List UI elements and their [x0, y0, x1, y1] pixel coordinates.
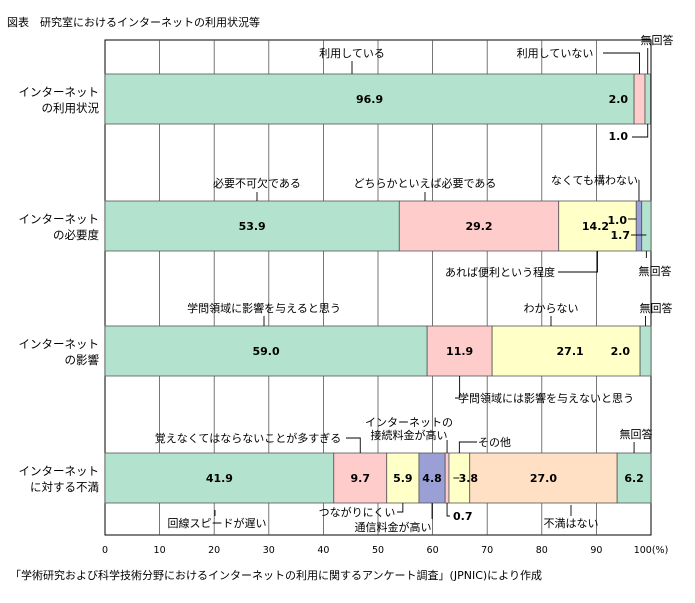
category-label: 利用している: [319, 47, 385, 60]
bar-segment: [104, 200, 400, 252]
figure-title: 図表 研究室におけるインターネットの利用状況等: [7, 15, 260, 29]
value-label: 5.9: [393, 472, 413, 485]
x-tick-label: 100(%): [634, 545, 669, 556]
category-label: 無回答: [640, 301, 673, 315]
leader-line: [458, 441, 477, 453]
value-label: 41.9: [206, 472, 233, 485]
category-label: 学問領域に影響を与えると思う: [187, 301, 341, 315]
bar-segment: [398, 200, 560, 252]
leader-line: [446, 503, 450, 517]
category-label: 無回答: [620, 427, 653, 441]
value-label: 2.0: [611, 345, 631, 358]
category-label: 無回答: [641, 33, 674, 47]
row-label: に対する不満: [30, 480, 99, 494]
leader-line: [397, 503, 404, 513]
bar-segment: [641, 200, 652, 252]
category-label: 接続料金が高い: [371, 428, 448, 442]
category-label: その他: [478, 436, 511, 449]
leader-line: [632, 124, 649, 138]
x-tick-label: 50: [372, 545, 384, 556]
value-label: 96.9: [356, 93, 383, 106]
bar-segment: [491, 325, 641, 377]
category-label: あれば便利という程度: [445, 265, 555, 279]
x-tick-label: 10: [154, 545, 166, 556]
row-label: インターネット: [19, 464, 100, 478]
category-label: 必要不可欠である: [213, 176, 301, 190]
leader-line: [455, 376, 461, 399]
value-label: 11.9: [446, 345, 473, 358]
value-label: 1.0: [609, 130, 629, 143]
value-label: 27.0: [530, 472, 557, 485]
value-label: 53.9: [239, 220, 266, 233]
category-label: どちらかといえば必要である: [354, 177, 497, 190]
category-label: 学問領域には影響を与えないと思う: [458, 391, 634, 405]
value-label: 9.7: [351, 472, 371, 485]
x-tick-label: 90: [590, 545, 602, 556]
category-label: 通信料金が高い: [355, 520, 432, 534]
category-label: 利用していない: [517, 47, 594, 60]
bar-segment: [644, 73, 651, 125]
value-label: 3.8: [459, 472, 479, 485]
value-label: 6.2: [624, 472, 644, 485]
value-label: 2.0: [609, 93, 629, 106]
bar-segment: [639, 325, 652, 377]
row-label: インターネット: [19, 85, 100, 99]
category-label: 不満はない: [544, 517, 599, 530]
leader-line: [346, 437, 361, 453]
value-label: 29.2: [465, 220, 492, 233]
bar-segment: [558, 200, 637, 252]
row-label: インターネット: [19, 212, 100, 226]
category-label: 無回答: [639, 264, 672, 278]
value-label: 59.0: [252, 345, 279, 358]
row-label: の影響: [65, 353, 100, 367]
x-tick-label: 40: [317, 545, 329, 556]
x-tick-label: 30: [263, 545, 275, 556]
leader-line: [603, 52, 640, 74]
value-label: 14.2: [582, 220, 609, 233]
value-label: 4.8: [422, 472, 442, 485]
bar-segment: [418, 452, 446, 504]
row-label: インターネット: [19, 337, 100, 351]
category-label: インターネットの: [365, 416, 453, 429]
leader-line: [558, 251, 598, 273]
source-note: 「学術研究および科学技術分野におけるインターネットの利用に関するアンケート調査」…: [10, 568, 542, 582]
bars-layer: [104, 73, 652, 504]
category-label: 回線スピードが遅い: [168, 516, 267, 530]
bar-segment: [633, 73, 646, 125]
x-tick-label: 70: [481, 545, 493, 556]
bar-segment: [616, 452, 652, 504]
x-tick-label: 20: [208, 545, 220, 556]
category-label: つながりにくい: [319, 505, 396, 519]
bar-segment: [635, 200, 643, 252]
labels-layer: インターネットの利用状況インターネットの必要度インターネットの影響インターネット…: [19, 85, 100, 494]
category-label: 覚えなくてはならないことが多すぎる: [155, 431, 341, 445]
row-label: の利用状況: [42, 101, 100, 115]
value-label: 27.1: [557, 345, 584, 358]
bar-segment: [469, 452, 618, 504]
row-label: の必要度: [53, 228, 99, 242]
bar-segment: [333, 452, 388, 504]
category-label: なくても構わない: [551, 174, 638, 187]
x-tick-label: 60: [427, 545, 439, 556]
bar-segment: [104, 325, 428, 377]
value-label: 0.7: [453, 510, 473, 523]
x-tick-label: 80: [536, 545, 548, 556]
category-label: わからない: [524, 302, 579, 315]
x-tick-label: 0: [102, 545, 108, 556]
value-label: 1.0: [608, 214, 628, 227]
bar-segment: [444, 452, 450, 504]
value-label: 1.7: [611, 229, 631, 242]
